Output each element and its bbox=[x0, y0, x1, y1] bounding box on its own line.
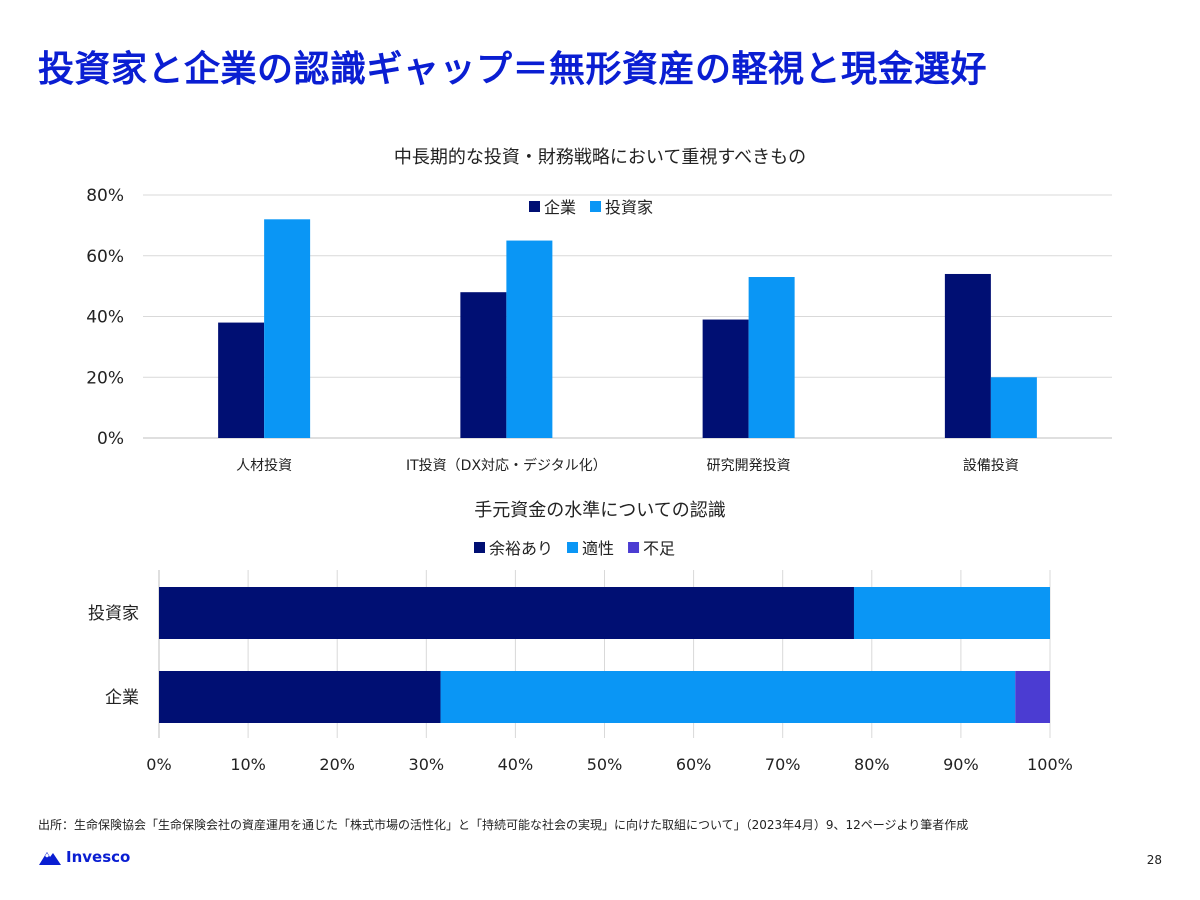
chart1-legend-label: 投資家 bbox=[605, 198, 653, 217]
chart1-bar-kigyo bbox=[218, 322, 265, 438]
chart2-title: 手元資金の水準についての認識 bbox=[474, 500, 725, 521]
chart1-y-tick: 20% bbox=[86, 368, 124, 388]
page-number: 28 bbox=[1146, 853, 1162, 867]
chart1-bar-kigyo bbox=[944, 273, 991, 438]
chart2-x-tick: 100% bbox=[1027, 755, 1073, 774]
chart1-legend-label: 企業 bbox=[544, 198, 576, 217]
chart2-x-tick: 20% bbox=[319, 755, 355, 774]
chart1-y-tick: 80% bbox=[86, 186, 124, 206]
chart1-title: 中長期的な投資・財務戦略において重視すべきもの bbox=[394, 147, 806, 168]
chart2-x-tick: 40% bbox=[498, 755, 534, 774]
brand-logo: Invesco bbox=[38, 848, 130, 866]
chart2-legend-swatch bbox=[474, 542, 485, 553]
chart1-bar-toshika bbox=[990, 377, 1037, 438]
page-title: 投資家と企業の認識ギャップ＝無形資産の軽視と現金選好 bbox=[38, 49, 988, 90]
chart1-legend-swatch bbox=[529, 201, 540, 212]
chart2-x-tick: 70% bbox=[765, 755, 801, 774]
chart2-x-tick: 30% bbox=[409, 755, 445, 774]
brand-name: Invesco bbox=[66, 848, 131, 866]
chart1-x-label: IT投資（DX対応・デジタル化） bbox=[406, 457, 607, 474]
source-note: 出所：生命保険協会「生命保険会社の資産運用を通じた「株式市場の活性化」と「持続可… bbox=[38, 818, 969, 832]
charts-area: 中長期的な投資・財務戦略において重視すべきもの 0% 20% 40% 60% 80% 人材投… bbox=[86, 147, 1112, 774]
chart2-x-tick: 80% bbox=[854, 755, 890, 774]
chart1-bar-toshika bbox=[264, 219, 311, 438]
chart2-bar-segment bbox=[853, 587, 1050, 639]
chart1-x-label: 人材投資 bbox=[236, 458, 292, 474]
chart2-y-label: 投資家 bbox=[88, 604, 139, 624]
chart1-y-tick: 60% bbox=[86, 247, 124, 267]
chart2-legend-label: 余裕あり bbox=[489, 539, 553, 558]
chart2-bar-segment bbox=[159, 671, 441, 723]
chart2-legend-swatch bbox=[628, 542, 640, 553]
chart1-y-tick: 0% bbox=[97, 429, 124, 449]
chart2-legend-label: 不足 bbox=[643, 539, 675, 558]
chart2-x-tick: 0% bbox=[146, 755, 171, 774]
chart2-x-tick: 10% bbox=[230, 755, 266, 774]
chart1-y-tick: 40% bbox=[86, 308, 124, 328]
chart2-x-tick: 60% bbox=[676, 755, 712, 774]
chart2-x-tick: 90% bbox=[943, 755, 979, 774]
chart1-bar-toshika bbox=[506, 240, 553, 438]
chart2-bar-segment bbox=[440, 671, 1016, 723]
chart2-bar-segment bbox=[1015, 671, 1050, 723]
mountain-icon bbox=[39, 852, 61, 865]
chart1-bar-toshika bbox=[748, 277, 795, 438]
chart1-x-label: 設備投資 bbox=[963, 458, 1019, 474]
chart1-legend-swatch bbox=[590, 201, 602, 212]
chart2-y-label: 企業 bbox=[105, 688, 139, 708]
chart2-bar-segment bbox=[159, 587, 854, 639]
chart1-bar-kigyo bbox=[460, 292, 507, 438]
chart1-bar-kigyo bbox=[702, 319, 749, 438]
chart2-x-tick: 50% bbox=[587, 755, 623, 774]
chart2-legend-swatch bbox=[567, 542, 579, 553]
chart1-x-label: 研究開発投資 bbox=[707, 458, 791, 474]
chart2-legend-label: 適性 bbox=[582, 539, 614, 558]
